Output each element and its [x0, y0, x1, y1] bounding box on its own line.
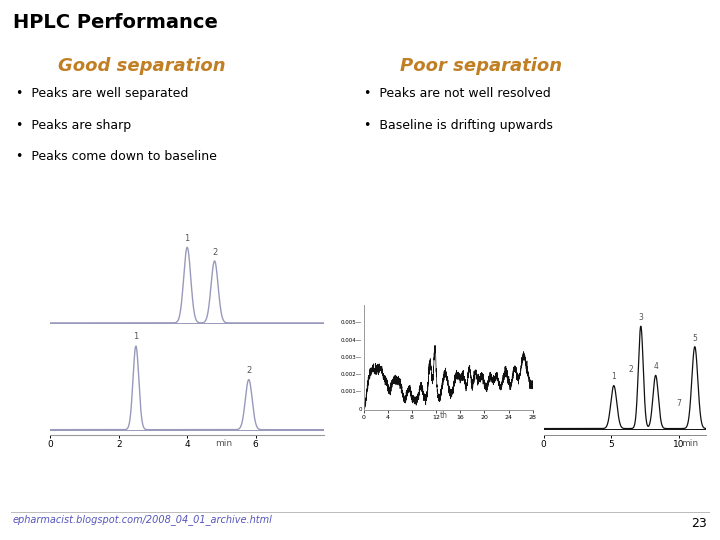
Text: 5: 5: [693, 334, 697, 342]
Text: Good separation: Good separation: [58, 57, 225, 75]
Text: HPLC Performance: HPLC Performance: [13, 14, 218, 32]
Text: min: min: [681, 438, 698, 448]
Text: •  Baseline is drifting upwards: • Baseline is drifting upwards: [364, 119, 552, 132]
Text: •  Peaks come down to baseline: • Peaks come down to baseline: [16, 150, 217, 163]
Text: 2: 2: [629, 365, 634, 374]
Text: 1: 1: [184, 234, 190, 244]
Text: 2: 2: [212, 248, 217, 257]
Text: epharmacist.blogspot.com/2008_04_01_archive.html: epharmacist.blogspot.com/2008_04_01_arch…: [13, 514, 273, 525]
Text: •  Peaks are not well resolved: • Peaks are not well resolved: [364, 87, 550, 100]
Text: 1: 1: [133, 333, 138, 341]
Text: 7: 7: [676, 399, 681, 408]
Text: •  Peaks are sharp: • Peaks are sharp: [16, 119, 131, 132]
Text: 23: 23: [691, 517, 707, 530]
Text: min: min: [215, 438, 232, 448]
Text: th: th: [440, 411, 449, 421]
Text: 1: 1: [611, 373, 616, 381]
Text: 4: 4: [653, 362, 658, 371]
Text: Poor separation: Poor separation: [400, 57, 562, 75]
Text: •  Peaks are well separated: • Peaks are well separated: [16, 87, 188, 100]
Text: 3: 3: [639, 313, 643, 322]
Text: 2: 2: [246, 366, 251, 375]
